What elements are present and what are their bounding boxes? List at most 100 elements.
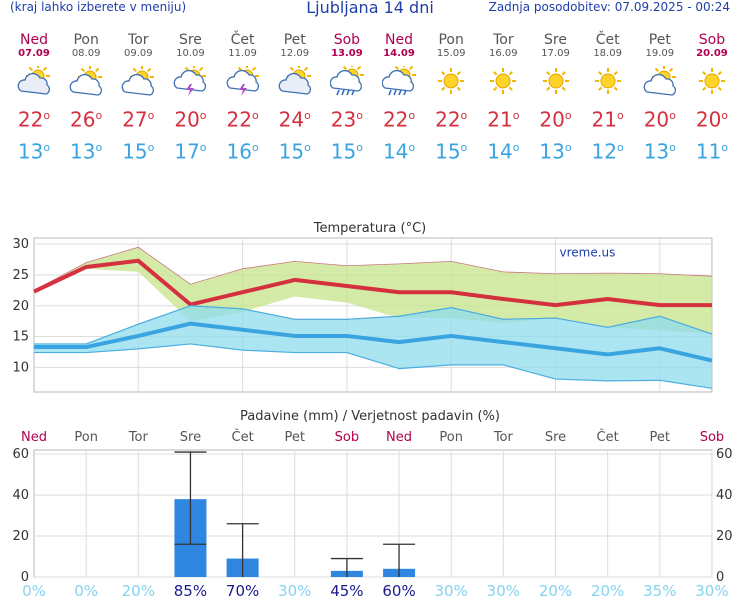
day-name: Pon (73, 32, 99, 48)
precip-probability: 35% (643, 582, 676, 600)
precip-probability: 30% (695, 582, 728, 600)
forecast-day: Sob 20.09 20o 11o (686, 32, 738, 163)
temp-min: 15o (278, 139, 311, 164)
precip-probability: 85% (174, 582, 207, 600)
forecast-day: Pet 12.09 24o 15o (269, 32, 321, 163)
tmax-series-line (33, 258, 712, 308)
precip-probability: 20% (591, 582, 624, 600)
sun-thunder-icon (174, 66, 207, 96)
sun-thunder-icon (226, 66, 259, 96)
day-name: Pet (283, 32, 306, 48)
temp-min: 13o (539, 139, 572, 164)
sun-cloud-icon (643, 66, 676, 96)
temp-min: 13o (17, 139, 51, 164)
temp-ytick: 20 (12, 299, 29, 314)
sun-icon (698, 68, 725, 94)
precip-xtick: Tor (128, 430, 149, 445)
precip-xtick: Sre (545, 430, 566, 445)
forecast-day: Pon 15.09 22o 15o (425, 32, 477, 163)
day-date: 08.09 (71, 48, 101, 59)
temp-min: 14o (382, 139, 416, 164)
charts: Temperatura (°C) 10 15 20 25 30 vreme.us Padavi… (12, 221, 733, 600)
temp-min: 14o (487, 139, 520, 164)
day-date: 10.09 (176, 48, 205, 59)
forecast-day: Tor 09.09 27o 15o (112, 32, 164, 163)
temp-max: 20o (539, 107, 572, 132)
precip-xtick: Čet (232, 429, 254, 445)
day-name: Čet (230, 32, 255, 48)
day-name: Ned (385, 32, 414, 48)
precip-ytick-right: 20 (716, 529, 733, 544)
temp-min: 15o (330, 139, 363, 164)
temp-min: 11o (695, 139, 729, 164)
precip-xtick: Pon (74, 430, 98, 445)
precip-probability: 0% (22, 582, 46, 600)
forecast-day: Sre 17.09 20o 13o (530, 32, 582, 163)
day-name: Sre (544, 32, 567, 48)
precip-ytick-right: 40 (716, 488, 733, 503)
temp-max: 22o (226, 107, 259, 132)
day-name: Ned (20, 32, 48, 48)
temp-max: 22o (435, 107, 468, 132)
precip-xtick: Pet (650, 430, 670, 445)
temp-ytick: 10 (12, 360, 29, 375)
tmin-upper-line (34, 305, 713, 345)
day-name: Sre (178, 32, 202, 48)
sun-rain-icon (382, 66, 417, 96)
precip-xtick: Tor (493, 430, 514, 445)
forecast-day: Ned 14.09 22o 14o (373, 32, 425, 163)
day-date: 16.09 (489, 48, 518, 59)
precip-probability: 30% (487, 582, 520, 600)
temp-min: 12o (591, 139, 624, 164)
precip-ytick: 20 (12, 529, 29, 544)
precip-xtick: Ned (21, 430, 47, 445)
temp-max: 22o (17, 107, 51, 132)
day-date: 18.09 (593, 48, 622, 59)
day-date: 12.09 (280, 48, 310, 59)
precip-ytick: 0 (21, 570, 29, 585)
temp-max: 21o (591, 107, 624, 132)
temp-max: 22o (382, 107, 416, 132)
sun-cloud-icon (69, 66, 103, 96)
day-date: 15.09 (436, 48, 466, 59)
precip-plot-frame (33, 449, 713, 578)
temp-max: 21o (487, 107, 520, 132)
precip-ytick: 60 (12, 447, 29, 462)
day-name: Sob (698, 32, 726, 48)
day-date: 07.09 (18, 48, 50, 59)
day-name: Pon (438, 32, 464, 48)
forecast-day: Pon 08.09 26o 13o (60, 32, 112, 163)
sun-icon (594, 68, 621, 94)
precip-chart-title: Padavine (mm) / Verjetnost padavin (%) (240, 409, 500, 424)
day-name: Tor (128, 32, 149, 48)
precip-probability: 30% (435, 582, 468, 600)
day-date: 14.09 (383, 48, 415, 59)
page-title[interactable]: Ljubljana 14 dni (306, 0, 434, 17)
forecast-day: Pet 19.09 20o 13o (634, 32, 686, 163)
temp-ytick: 30 (12, 237, 29, 252)
temp-max: 23o (330, 107, 363, 132)
precip-probability: 30% (278, 582, 311, 600)
precip-probability: 20% (539, 582, 572, 600)
temp-min: 16o (226, 139, 259, 164)
precip-xtick: Pon (439, 430, 463, 445)
precip-ytick: 40 (12, 488, 29, 503)
partly-cloudy-icon (278, 66, 311, 95)
tmin-lower-line (34, 343, 713, 389)
day-date: 20.09 (696, 48, 728, 59)
forecast-day: Ned 07.09 22o 13o (8, 32, 60, 163)
temp-min: 13o (70, 139, 103, 164)
sun-cloud-icon (121, 66, 155, 96)
precip-probability: 70% (226, 582, 259, 600)
last-update: Zadnja posodobitev: 07.09.2025 - 00:24 (488, 0, 730, 14)
menu-hint: (kraj lahko izberete v meniju) (10, 0, 187, 14)
day-date: 09.09 (123, 48, 153, 59)
day-date: 17.09 (541, 48, 570, 59)
precip-probability: 60% (382, 582, 415, 600)
temp-max: 20o (174, 107, 207, 132)
precip-xtick: Sob (335, 430, 359, 445)
precip-xtick: Sob (700, 430, 724, 445)
temp-ytick: 25 (12, 268, 29, 283)
temp-min: 17o (174, 139, 207, 164)
precip-xtick: Sre (180, 430, 201, 445)
